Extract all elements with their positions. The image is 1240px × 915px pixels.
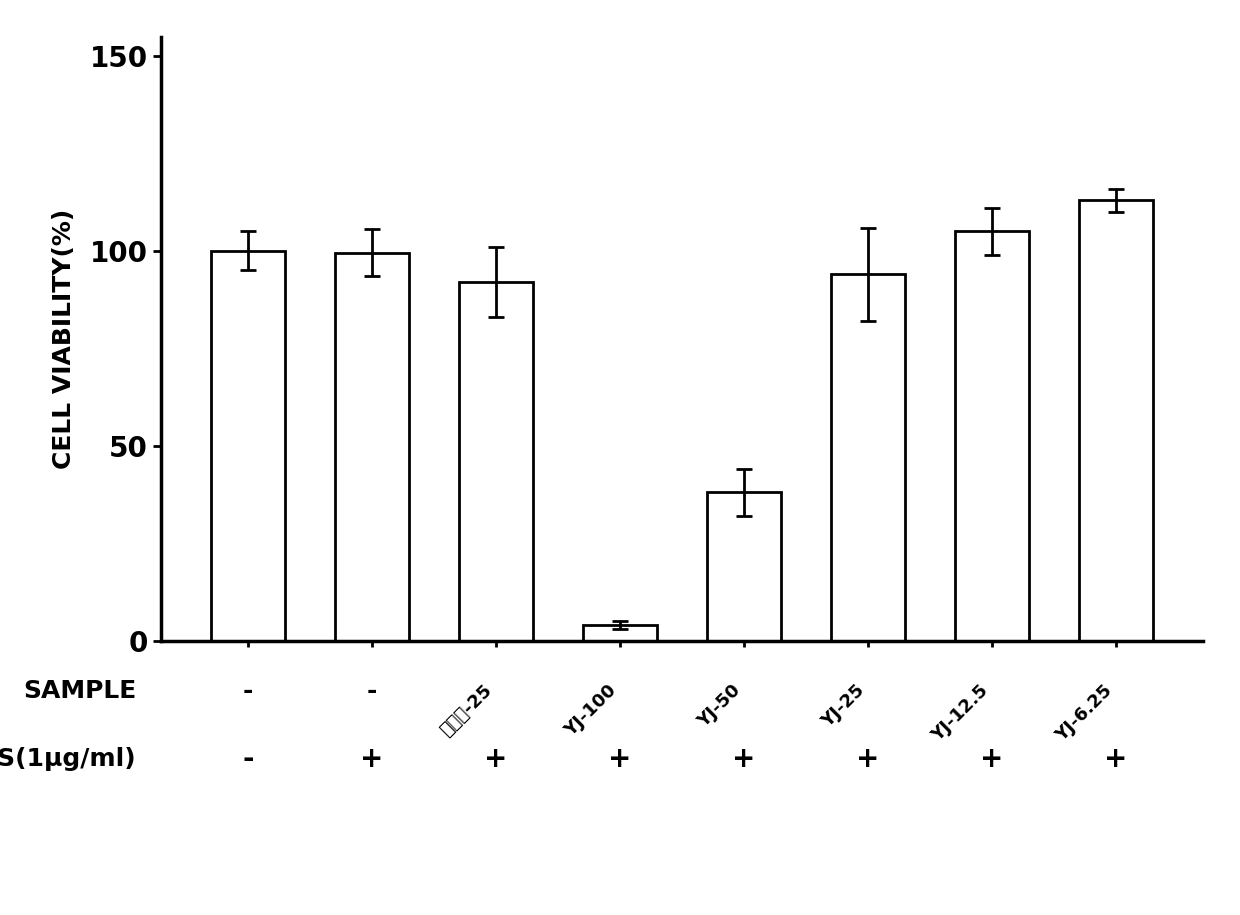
- Text: SAMPLE: SAMPLE: [24, 679, 136, 703]
- Text: -: -: [243, 679, 253, 703]
- Text: -: -: [367, 679, 377, 703]
- Text: +: +: [361, 746, 383, 773]
- Text: YJ-50: YJ-50: [694, 682, 744, 731]
- Bar: [831, 274, 905, 640]
- Text: 穿心莲-25: 穿心莲-25: [438, 682, 496, 740]
- Text: YJ-25: YJ-25: [818, 682, 868, 731]
- Y-axis label: CELL VIABILITY(%): CELL VIABILITY(%): [52, 209, 76, 468]
- Bar: [707, 492, 781, 640]
- Text: +: +: [485, 746, 507, 773]
- Text: +: +: [733, 746, 755, 773]
- Bar: [335, 253, 409, 640]
- Text: -: -: [242, 746, 254, 773]
- Bar: [459, 282, 533, 640]
- Text: +: +: [609, 746, 631, 773]
- Text: +: +: [857, 746, 879, 773]
- Text: +: +: [981, 746, 1003, 773]
- Bar: [583, 625, 657, 640]
- Bar: [1079, 200, 1153, 640]
- Text: LPS(1μg/ml): LPS(1μg/ml): [0, 748, 136, 771]
- Text: YJ-12.5: YJ-12.5: [929, 682, 992, 745]
- Bar: [211, 251, 285, 640]
- Bar: [955, 231, 1029, 640]
- Text: +: +: [1105, 746, 1127, 773]
- Text: YJ-100: YJ-100: [562, 682, 620, 740]
- Text: YJ-6.25: YJ-6.25: [1053, 682, 1116, 745]
